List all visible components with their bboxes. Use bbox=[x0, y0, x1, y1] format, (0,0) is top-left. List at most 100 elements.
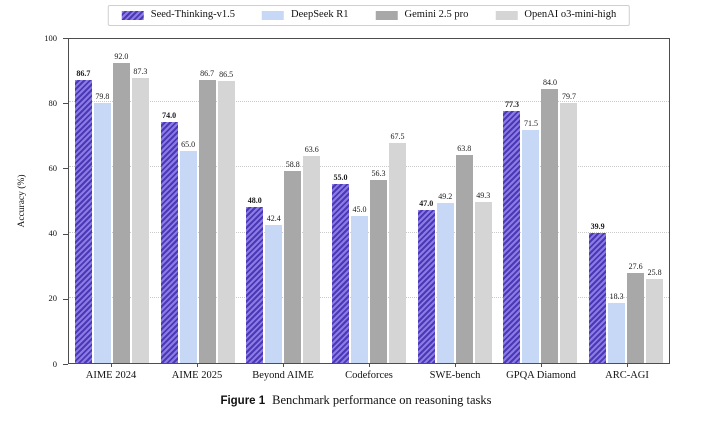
bar bbox=[560, 103, 578, 363]
x-axis-slot: ARC-AGI bbox=[584, 364, 670, 382]
bar-value-label: 45.0 bbox=[352, 205, 367, 215]
x-category-label: GPQA Diamond bbox=[506, 370, 576, 381]
bar-column: 67.5 bbox=[389, 131, 407, 363]
bar-value-label: 92.0 bbox=[114, 52, 129, 62]
bar-group: 48.0 42.4 58.8 63.6 bbox=[240, 39, 326, 363]
y-tick-mark bbox=[63, 38, 68, 39]
x-axis-slot: GPQA Diamond bbox=[498, 364, 584, 382]
bar bbox=[608, 303, 626, 363]
gridline bbox=[69, 296, 669, 298]
y-tick-label: 60 bbox=[48, 162, 58, 173]
bar-column: 79.8 bbox=[93, 92, 111, 363]
bar bbox=[389, 142, 407, 363]
x-tick-mark bbox=[282, 364, 284, 367]
x-axis-slot: AIME 2025 bbox=[154, 364, 240, 382]
bar bbox=[74, 80, 92, 363]
y-tick-mark bbox=[63, 103, 68, 105]
bar-value-label: 27.6 bbox=[628, 262, 643, 271]
bar bbox=[198, 80, 216, 363]
bar-column: 63.8 bbox=[455, 145, 473, 363]
y-tick-mark bbox=[63, 364, 68, 365]
x-category-label: AIME 2024 bbox=[85, 370, 137, 381]
bar-column: 39.9 bbox=[589, 221, 607, 363]
y-axis-title: Accuracy (%) bbox=[17, 174, 27, 228]
x-category-label: ARC-AGI bbox=[605, 370, 649, 381]
bar-column: 49.3 bbox=[474, 191, 492, 363]
x-tick-mark bbox=[368, 364, 370, 367]
bar-value-label: 25.8 bbox=[647, 267, 662, 277]
x-tick-mark bbox=[454, 364, 456, 367]
bar bbox=[646, 278, 664, 363]
y-tick-label: 100 bbox=[44, 32, 57, 43]
legend-item: OpenAI o3-mini-high bbox=[495, 9, 617, 21]
bar-column: 86.7 bbox=[198, 70, 216, 363]
x-tick-mark bbox=[196, 364, 198, 367]
bar-column: 84.0 bbox=[541, 79, 559, 363]
bar bbox=[303, 155, 321, 363]
bar bbox=[627, 273, 645, 363]
bar-value-label: 49.3 bbox=[476, 191, 491, 201]
bar-value-label: 47.0 bbox=[419, 198, 434, 208]
y-tick-label: 80 bbox=[48, 97, 58, 108]
x-axis-slot: Codeforces bbox=[326, 364, 412, 382]
bar-value-label: 65.0 bbox=[181, 140, 196, 150]
x-axis: AIME 2024 AIME 2025 Beyond AIME Codeforces S… bbox=[68, 364, 670, 382]
bar-column: 49.2 bbox=[436, 192, 454, 363]
bar-groups: 86.7 79.8 92.0 87.3 74.0 65.0 86.7 86.5 48.0 42.4… bbox=[69, 39, 669, 363]
bar bbox=[370, 179, 388, 363]
bar-value-label: 71.5 bbox=[523, 118, 538, 128]
gridline bbox=[69, 101, 669, 103]
bar-column: 55.0 bbox=[332, 172, 350, 363]
bar bbox=[351, 216, 369, 363]
bar bbox=[455, 155, 473, 363]
y-tick-label: 20 bbox=[48, 293, 58, 304]
bar-group: 47.0 49.2 63.8 49.3 bbox=[412, 39, 498, 363]
bar-column: 65.0 bbox=[179, 140, 197, 363]
bar-group: 86.7 79.8 92.0 87.3 bbox=[69, 39, 155, 363]
bar-group: 77.3 71.5 84.0 79.7 bbox=[498, 39, 584, 363]
bar-value-label: 67.5 bbox=[390, 131, 405, 141]
bar bbox=[541, 89, 559, 363]
legend-swatch bbox=[495, 10, 518, 20]
bar-value-label: 55.0 bbox=[333, 172, 348, 182]
y-axis: 0 20 40 60 80 100 bbox=[0, 33, 68, 368]
bar bbox=[503, 111, 521, 363]
x-category-label: Beyond AIME bbox=[252, 370, 314, 381]
bar-column: 27.6 bbox=[627, 262, 645, 363]
bar-column: 86.7 bbox=[74, 69, 92, 363]
bar bbox=[93, 102, 111, 363]
bar-value-label: 86.7 bbox=[76, 69, 91, 79]
y-tick-mark bbox=[63, 168, 68, 170]
legend-swatch bbox=[262, 10, 285, 20]
legend-item: Seed-Thinking-v1.5 bbox=[121, 9, 235, 21]
gridline bbox=[69, 231, 669, 233]
bar-value-label: 39.9 bbox=[590, 221, 605, 231]
bar-value-label: 56.3 bbox=[371, 168, 386, 178]
legend-label: OpenAI o3-mini-high bbox=[524, 9, 617, 20]
bar-column: 79.7 bbox=[560, 93, 578, 363]
x-tick-mark bbox=[540, 364, 542, 367]
bar bbox=[217, 81, 235, 363]
bar-value-label: 42.4 bbox=[266, 213, 281, 223]
y-tick-mark bbox=[63, 233, 68, 235]
bar-column: 63.6 bbox=[303, 145, 321, 363]
y-tick-mark bbox=[63, 298, 68, 300]
legend-label: DeepSeek R1 bbox=[291, 9, 349, 20]
bar-column: 77.3 bbox=[503, 101, 521, 363]
x-axis-slot: SWE-bench bbox=[412, 364, 498, 382]
bar-group: 74.0 65.0 86.7 86.5 bbox=[155, 39, 241, 363]
bar bbox=[589, 232, 607, 363]
x-tick-mark bbox=[626, 364, 628, 367]
bar-group: 39.9 18.3 27.6 25.8 bbox=[583, 39, 669, 363]
bar-value-label: 74.0 bbox=[162, 110, 177, 120]
legend-item: DeepSeek R1 bbox=[262, 9, 349, 21]
figure-caption-label: Figure 1 bbox=[220, 395, 266, 407]
bar-value-label: 48.0 bbox=[247, 195, 262, 205]
bar-value-label: 18.3 bbox=[609, 292, 624, 302]
bar-column: 86.5 bbox=[217, 71, 235, 363]
bar-column: 42.4 bbox=[265, 213, 283, 363]
x-category-label: Codeforces bbox=[345, 370, 393, 381]
bar-column: 45.0 bbox=[351, 205, 369, 363]
x-axis-slot: AIME 2024 bbox=[68, 364, 154, 382]
x-tick-mark bbox=[110, 364, 112, 367]
